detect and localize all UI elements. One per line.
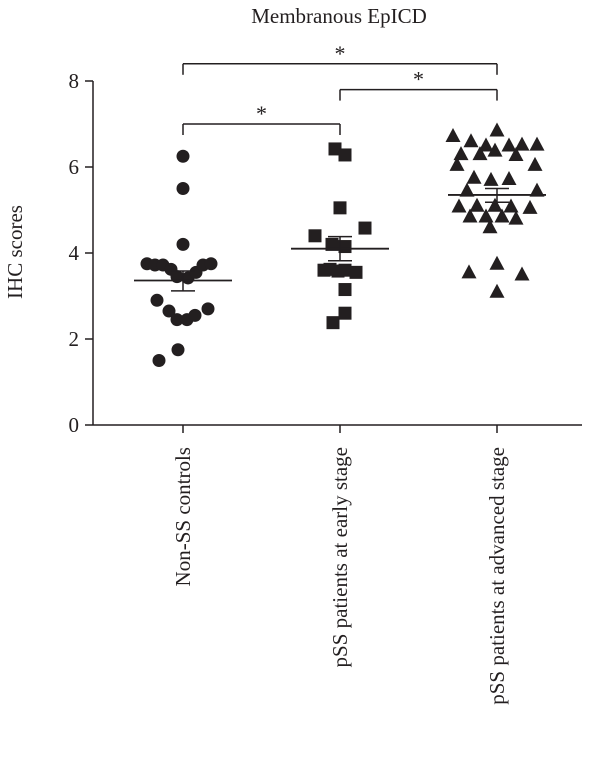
y-axis-label: IHC scores [3,205,27,299]
y-tick-label: 6 [69,155,80,179]
y-tick-label: 0 [69,413,80,437]
data-point-triangle [483,171,499,186]
data-point-triangle [501,171,517,186]
data-point-circle [176,149,190,163]
data-point-triangle [482,219,498,234]
data-point-square [326,316,340,330]
significance-brackets: * * * [182,41,498,135]
data-point-triangle [514,136,530,151]
data-point-triangle [487,142,503,157]
data-point-square [338,240,352,254]
data-point-triangle [451,198,467,213]
data-point-triangle [489,283,505,298]
data-point-triangle [503,198,519,213]
mean-sem-bars [134,187,546,292]
data-point-triangle [494,208,510,223]
x-tick-label: Non-SS controls [171,447,195,586]
significance-star: * [256,101,267,126]
y-tick-label: 4 [69,241,80,265]
data-point-triangle [469,197,485,212]
data-point-triangle [501,137,517,152]
significance-star: * [335,41,346,66]
data-point-square [333,201,347,215]
data-point-triangle [461,264,477,279]
data-point-triangle [472,146,488,161]
data-point-square [358,221,372,235]
data-point-square [338,263,352,277]
significance-star: * [413,67,424,92]
data-point-triangle [459,182,475,197]
data-point-circle [170,313,184,327]
data-point-triangle [449,156,465,171]
x-tick-label: pSS patients at advanced stage [485,447,509,705]
data-point-triangle [478,137,494,152]
data-point-circle [150,293,164,307]
data-point-circle [204,257,218,271]
axes: 0 2 4 6 8 Non-SS controls pSS patients at earl… [69,69,582,705]
data-point-square [325,237,339,251]
data-point-circle [176,182,190,195]
data-point-triangle [463,133,479,148]
data-point-circle [188,308,202,322]
data-point-square [338,306,352,320]
data-point-triangle [508,146,524,161]
data-point-square [308,229,322,243]
data-points [140,122,545,367]
data-point-triangle [487,197,503,212]
data-point-circle [162,304,176,318]
data-point-triangle [529,182,545,197]
data-point-circle [201,302,215,316]
chart-title: Membranous EpICD [251,4,427,28]
x-tick-label: pSS patients at early stage [328,447,352,667]
data-point-circle [176,237,190,251]
y-tick-label: 8 [69,69,80,93]
data-point-square [349,265,363,279]
data-point-triangle [514,266,530,281]
data-point-square [328,142,342,156]
data-point-triangle [462,208,478,223]
data-point-triangle [489,122,505,137]
y-tick-label: 2 [69,327,80,351]
data-point-triangle [453,146,469,161]
data-point-triangle [489,255,505,270]
data-point-square [338,283,352,297]
data-point-triangle [522,199,538,214]
data-point-circle [171,343,185,357]
data-point-triangle [466,169,482,184]
data-point-triangle [508,210,524,225]
data-point-triangle [529,136,545,151]
data-point-square [338,148,352,162]
data-point-triangle [478,208,494,223]
data-point-triangle [445,128,461,143]
data-point-triangle [527,156,543,171]
data-point-circle [152,354,166,367]
